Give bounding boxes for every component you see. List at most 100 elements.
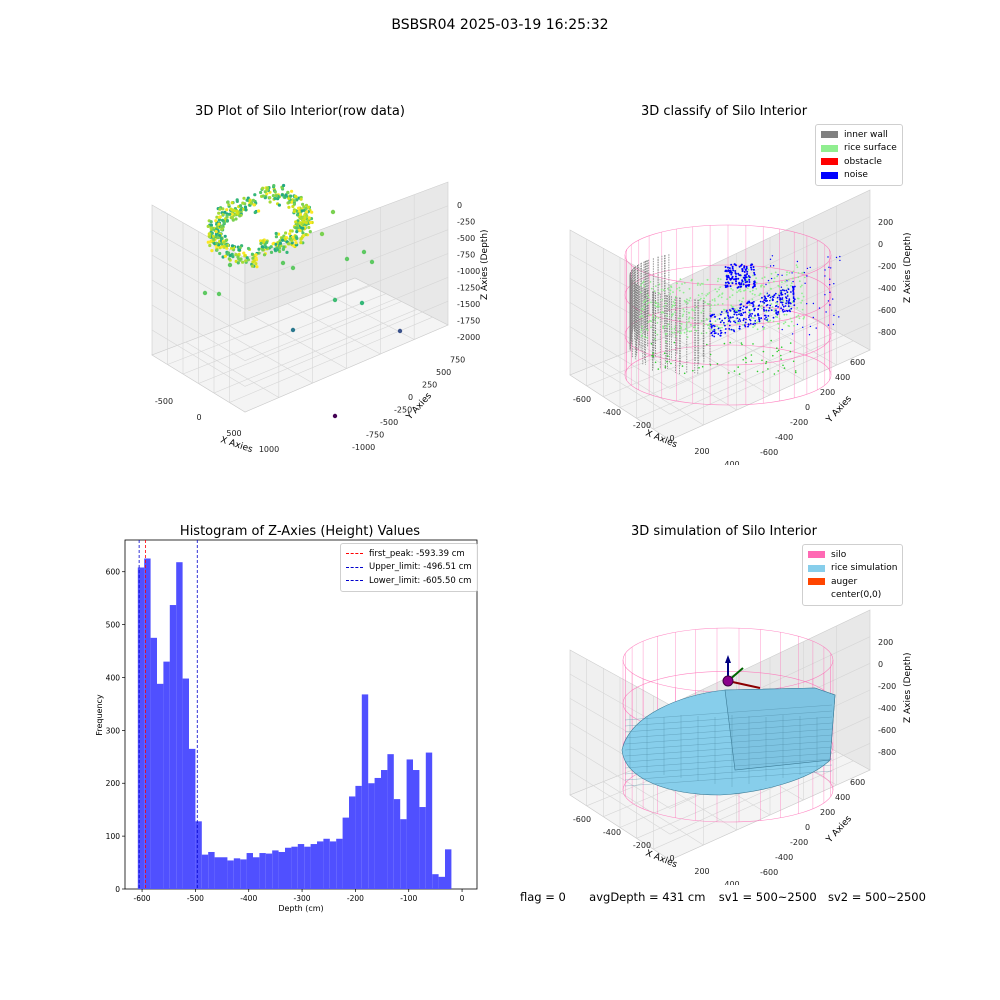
noise-point xyxy=(731,282,734,285)
rice-surface-point xyxy=(647,321,650,324)
rice-surface-point xyxy=(777,349,780,352)
rice-surface-point xyxy=(655,316,657,318)
raw-point xyxy=(308,230,312,234)
simulation-z-tick: -200 xyxy=(878,682,896,691)
rice-surface-point xyxy=(773,277,776,280)
raw-point xyxy=(305,210,309,214)
noise-point xyxy=(734,321,737,324)
raw-point xyxy=(235,211,239,215)
raw-z-tick: -1250 xyxy=(457,284,480,293)
noise-point xyxy=(742,319,745,322)
noise-point xyxy=(771,295,774,298)
rice-surface-point xyxy=(662,325,664,328)
noise-point xyxy=(776,300,779,303)
raw-point xyxy=(273,196,277,201)
classify-z-tick: -400 xyxy=(878,284,896,293)
histogram-y-tick: 100 xyxy=(106,832,121,841)
raw-point xyxy=(278,249,282,254)
raw-point xyxy=(207,232,211,236)
raw-point xyxy=(217,222,221,226)
raw-point xyxy=(274,242,278,246)
rice-mound-shape xyxy=(724,687,836,771)
noise-point xyxy=(779,297,781,299)
histogram-x-tick: -300 xyxy=(294,894,311,903)
noise-point xyxy=(785,297,788,300)
rice-surface-point xyxy=(717,303,719,306)
rice-surface-point xyxy=(718,294,721,296)
simulation-zlabel: Z Axies (Depth) xyxy=(903,652,913,723)
rice-surface-point xyxy=(801,284,803,287)
raw-point xyxy=(234,253,238,257)
raw-point xyxy=(217,218,221,222)
raw-point xyxy=(274,231,278,236)
rice-surface-point xyxy=(665,315,668,317)
rice-surface-point xyxy=(780,358,782,360)
rice-surface-point xyxy=(774,271,777,274)
noise-point xyxy=(770,309,773,312)
rice-surface-point xyxy=(787,278,790,281)
raw-point xyxy=(289,200,294,204)
rice-surface-point xyxy=(686,336,689,339)
noise-point xyxy=(742,283,745,286)
noise-point xyxy=(737,320,740,322)
simulation-z-tick: -400 xyxy=(878,704,896,713)
noise-point xyxy=(737,277,740,280)
rice-surface-point xyxy=(754,293,756,296)
status-line: flag = 0 avgDepth = 431 cm sv1 = 500~250… xyxy=(520,890,926,904)
noise-point xyxy=(739,307,741,310)
classify-z-tick: 200 xyxy=(878,218,893,227)
raw-point xyxy=(254,262,258,266)
rice-surface-point xyxy=(682,308,685,311)
histogram-bar xyxy=(361,694,369,889)
simulation-y-tick: -600 xyxy=(760,868,778,877)
raw-point xyxy=(250,252,254,256)
noise-point xyxy=(776,296,779,299)
classify-x-tick: 0 xyxy=(669,434,674,443)
noise-point xyxy=(792,292,795,295)
noise-point xyxy=(729,269,732,272)
noise-point xyxy=(752,323,755,326)
rice-surface-point xyxy=(643,336,646,338)
histogram-bar xyxy=(381,770,388,889)
noise-point xyxy=(728,328,731,330)
rice-surface-point xyxy=(683,331,686,334)
rice-surface-point xyxy=(665,302,667,305)
noise-point xyxy=(744,311,747,314)
raw-point xyxy=(301,226,305,230)
raw-point xyxy=(250,264,254,268)
simulation-legend: silo rice simulation auger center(0,0) xyxy=(802,544,904,606)
rice-surface-point xyxy=(741,300,743,303)
raw-point xyxy=(254,253,258,257)
noise-point xyxy=(786,291,789,294)
rice-surface-point xyxy=(700,332,703,335)
sv2-text: sv2 = 500~2500 xyxy=(827,890,926,904)
rice-surface-point xyxy=(686,298,688,301)
rice-surface-point xyxy=(761,277,764,280)
noise-point xyxy=(829,278,831,280)
raw-point xyxy=(304,232,308,237)
histogram-bars xyxy=(137,558,452,889)
rice-surface-point xyxy=(663,352,666,354)
flag-text: flag = 0 xyxy=(520,890,566,904)
raw-point xyxy=(263,243,267,247)
noise-point xyxy=(740,285,743,288)
noise-point xyxy=(770,277,773,280)
noise-point xyxy=(714,316,716,318)
noise-point xyxy=(726,284,729,287)
raw-point xyxy=(310,210,314,214)
rice-surface-point xyxy=(774,315,777,318)
histogram-bar xyxy=(208,851,215,889)
rice-surface-point xyxy=(794,370,797,372)
rice-surface-point xyxy=(776,275,779,278)
rice-surface-point xyxy=(714,288,717,291)
mesh-line xyxy=(624,728,833,745)
histogram-bar xyxy=(176,562,183,889)
rice-surface-point xyxy=(708,324,711,326)
rice-surface-point xyxy=(662,327,664,330)
noise-point xyxy=(776,313,779,316)
simulation-x-tick: 200 xyxy=(694,867,709,876)
noise-point xyxy=(719,321,722,324)
avg-depth-text: avgDepth = 431 cm xyxy=(589,890,706,904)
noise-point xyxy=(748,301,751,304)
noise-point xyxy=(739,320,742,322)
